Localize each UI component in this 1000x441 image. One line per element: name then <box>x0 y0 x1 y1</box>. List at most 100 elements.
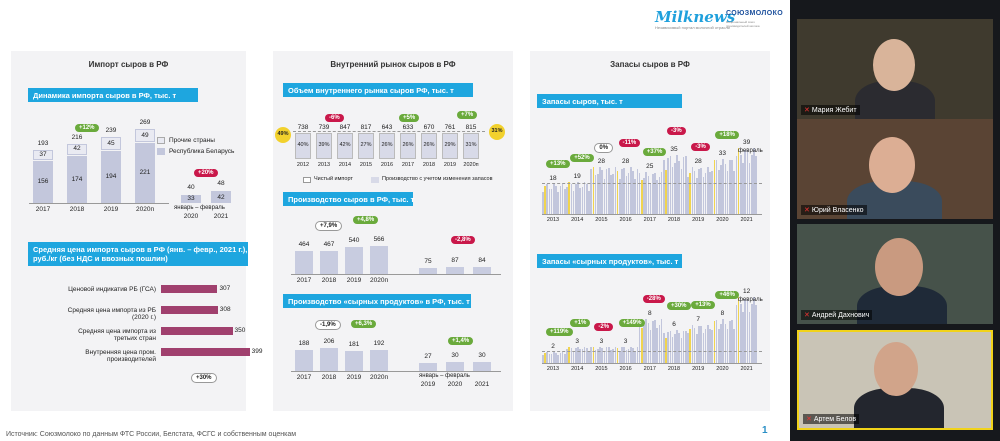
bar-jf <box>181 194 201 203</box>
bar-value-bottom: 221 <box>139 169 151 177</box>
stock-bar <box>667 331 669 363</box>
stock-bar <box>649 182 652 214</box>
market-total: 738 <box>297 124 309 131</box>
stock-bar <box>707 166 709 214</box>
sp-jf-value: 27 <box>424 352 432 360</box>
badge-2: +5% <box>399 114 420 122</box>
bar-belarus <box>101 150 121 203</box>
sp-year: 2020п <box>370 374 388 381</box>
stock-bar <box>625 175 628 214</box>
stock-bar <box>588 351 590 363</box>
stock-bar <box>748 163 751 214</box>
stock-bar <box>649 330 652 363</box>
stock-bar <box>722 319 724 363</box>
stock-bar <box>709 171 711 214</box>
stock-bar <box>564 353 566 363</box>
stock-bar <box>614 346 617 363</box>
bar-value-top: 49 <box>141 131 149 139</box>
stock-bar <box>542 355 544 363</box>
stock-bar <box>654 172 656 214</box>
stock-bar <box>715 159 718 214</box>
participant-tile-2[interactable]: ✕ Юрий Власенко <box>797 119 993 219</box>
market-year: 2020п <box>463 162 479 168</box>
stock-bar <box>623 346 625 363</box>
stock-bar <box>608 346 610 363</box>
panel-title: Запасы сыров в РФ <box>610 60 690 69</box>
year-label: 2018 <box>69 206 85 213</box>
stock-bar <box>704 172 707 214</box>
stock-badge: 0% <box>594 142 614 153</box>
stock-bar <box>616 170 619 214</box>
jf-total: 40 <box>187 183 195 191</box>
soyuzmoloko-logo: СОЮЗМОЛОКО <box>726 10 784 17</box>
stock-bar <box>678 160 680 214</box>
stock-bar <box>542 192 544 214</box>
stock-year: 2018 <box>667 217 681 223</box>
price-label: Средняя цена импорта из третьих стран <box>78 328 156 342</box>
stock-bar <box>656 327 658 363</box>
bar-value-bottom: 156 <box>37 177 49 185</box>
stock-bar <box>742 312 744 363</box>
stock-bar <box>544 185 546 214</box>
prod-value: 540 <box>348 237 360 244</box>
stock-bar <box>544 352 546 363</box>
stock-bar <box>581 186 584 214</box>
sp-year: 2018 <box>321 374 337 381</box>
chart-header-cheese-stocks: Запасы сыров, тыс. т <box>537 94 682 108</box>
bar-jf-top <box>211 191 231 193</box>
participant-name: ✕ Юрий Власенко <box>801 205 867 215</box>
participant-tile-4[interactable]: ✕ Артем Белов <box>797 330 993 430</box>
soyuzmoloko-logo-sub: Национальный союз производителей молока <box>726 20 760 28</box>
stock-value: 28 <box>597 157 605 165</box>
stock-bar <box>601 347 603 363</box>
stock-bar <box>570 184 573 214</box>
legend-import: Чистый импорт <box>314 176 353 182</box>
market-year: 2015 <box>359 162 373 168</box>
stock-bar <box>726 329 729 363</box>
prod-bar <box>295 250 313 274</box>
prod-jf-bar <box>446 267 464 274</box>
stock-bar <box>630 167 632 214</box>
stock-bar <box>676 330 678 363</box>
sp-badge-2: +6,3% <box>351 320 377 328</box>
stock-badge: +1% <box>570 318 591 327</box>
participant-tile-1[interactable]: ✕ Мария Жебит <box>797 19 993 119</box>
stock-bar <box>718 328 720 363</box>
stock-value: 33 <box>718 149 726 157</box>
market-year: 2014 <box>338 162 352 168</box>
stock-bar <box>619 350 621 363</box>
jf-total: 48 <box>217 180 225 187</box>
stock-bar <box>634 179 636 214</box>
sp-badge-1: -1,9% <box>315 320 341 330</box>
stock-bar <box>671 166 674 214</box>
stock-bar <box>687 332 689 363</box>
stock-bar <box>713 320 716 363</box>
stock-bar <box>682 157 685 214</box>
stock-bar <box>546 352 548 363</box>
stock-bar <box>634 350 636 363</box>
market-total: 761 <box>444 124 456 131</box>
stock-bar <box>561 184 564 214</box>
end-share: 31% <box>489 124 505 140</box>
legend-belarus-swatch <box>157 148 165 155</box>
stock-badge: +149% <box>618 318 646 327</box>
prod-jf-bar <box>419 268 437 274</box>
stock-bar <box>605 169 608 214</box>
axis <box>29 203 169 204</box>
stock-bar <box>627 173 630 214</box>
market-share: 26% <box>423 142 435 148</box>
market-bar <box>463 133 479 159</box>
prod-year: 2020п <box>370 277 388 284</box>
stock-bar <box>555 352 557 363</box>
stock-bar <box>711 329 713 363</box>
participant-tile-3[interactable]: ✕ Андрей Дахнович <box>797 224 993 324</box>
stock-badge: -11% <box>618 138 641 147</box>
stock-bar <box>669 156 672 214</box>
stock-bar <box>594 175 597 214</box>
market-bar <box>421 133 437 159</box>
stock-bar <box>612 348 614 363</box>
sp-bar <box>345 351 363 371</box>
stock-bar <box>753 297 755 363</box>
stock-bar <box>746 150 749 214</box>
stock-value: 8 <box>720 310 725 318</box>
